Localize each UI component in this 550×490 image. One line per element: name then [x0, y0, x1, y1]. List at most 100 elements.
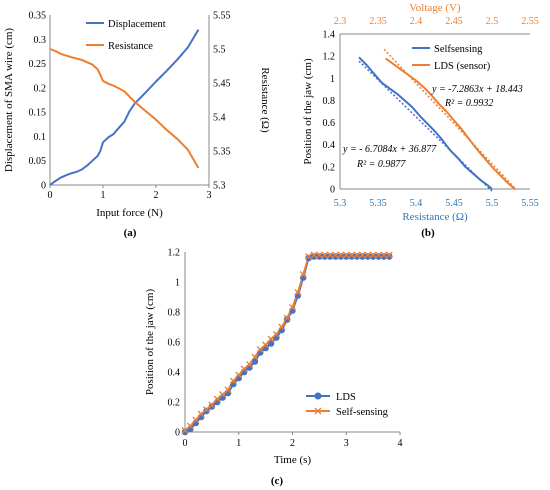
- trendline-equation-lds: y = -7.2863x + 18.443: [431, 84, 523, 95]
- x-axis-label: Input force (N): [96, 207, 163, 219]
- x-tick-label: 5.55: [521, 198, 539, 209]
- x-tick-label: 2: [154, 190, 159, 201]
- caption-a: (a): [124, 227, 137, 239]
- lds-point: [321, 253, 329, 260]
- lds-point: [305, 254, 312, 262]
- chart-b: 0 0.2 0.4 0.6 0.8 1 1.2 1.4 5.3 5.35 5.4 5.45 5.5 5.5…: [302, 2, 539, 239]
- y-right-tick-label: 5.5: [213, 45, 226, 56]
- self-sensing-point: [326, 251, 334, 259]
- lds-point: [251, 358, 259, 365]
- trendline-r2-self: R² = 0.9877: [356, 159, 406, 170]
- self-sensing-point: [283, 314, 291, 322]
- series-line-0: [184, 255, 390, 433]
- y-left-axis-label: Displacement of SMA wire (cm): [3, 28, 15, 173]
- y-tick-label: 1.2: [323, 52, 336, 63]
- x-tick-label: 4: [398, 438, 403, 449]
- legend-label: LDS (sensor): [434, 61, 491, 72]
- self-sensing-point: [353, 251, 361, 259]
- lds-point: [353, 253, 361, 260]
- self-sensing-point: [305, 253, 313, 260]
- y-tick-label: 1: [175, 278, 180, 289]
- self-sensing-point: [299, 271, 307, 278]
- y-left-tick-label: 0.25: [29, 59, 47, 70]
- self-sensing-point: [348, 251, 356, 259]
- y-tick-label: 0.6: [168, 338, 181, 349]
- y-tick-label: 0.2: [168, 398, 181, 409]
- y-left-tick-label: 0.1: [34, 132, 47, 143]
- x-tick-label: 3: [344, 438, 349, 449]
- x2-tick-label: 2.3: [334, 16, 347, 27]
- self-sensing-point: [262, 341, 270, 349]
- x-tick-label: 5.35: [369, 198, 387, 209]
- y-axis-label: Position of the jaw (cm): [302, 58, 314, 165]
- legend-marker: [314, 392, 322, 400]
- self-sensing-point: [310, 251, 318, 259]
- caption-c: (c): [271, 475, 284, 487]
- series-line-0: [358, 56, 493, 190]
- lds-point: [342, 253, 350, 260]
- self-sensing-point: [364, 251, 372, 259]
- series-line-1: [385, 57, 516, 190]
- trendline-r2-lds: R² = 0.9932: [444, 98, 493, 109]
- chart-c: 0 0.2 0.4 0.6 0.8 1 1.2 0 1 2 3 4 Time (s) Position o…: [144, 248, 403, 488]
- self-sensing-point: [294, 289, 302, 296]
- lds-point: [181, 428, 189, 436]
- legend-label: Resistance: [108, 41, 153, 52]
- y-left-tick-label: 0.3: [34, 35, 47, 46]
- y-tick-label: 1.4: [323, 30, 336, 41]
- lds-point: [380, 253, 388, 260]
- x2-tick-label: 2.35: [369, 16, 387, 27]
- x-tick-label: 0: [183, 438, 188, 449]
- x-tick-label: 0: [48, 190, 53, 201]
- x2-axis-label: Voltage (V): [409, 2, 461, 14]
- y-left-tick-label: 0.05: [29, 156, 47, 167]
- self-sensing-point: [342, 251, 350, 259]
- lds-point: [337, 253, 345, 260]
- self-sensing-point: [321, 251, 329, 259]
- x-tick-label: 1: [101, 190, 106, 201]
- trendline-0: [358, 60, 493, 192]
- self-sensing-point: [272, 331, 280, 338]
- x-tick-label: 3: [207, 190, 212, 201]
- y-tick-label: 0.6: [323, 118, 336, 129]
- lds-point: [359, 253, 366, 260]
- legend-label: LDS: [336, 392, 356, 403]
- x2-tick-label: 2.5: [486, 16, 499, 27]
- y-left-tick-label: 0.15: [29, 108, 47, 119]
- x2-tick-label: 2.55: [521, 16, 539, 27]
- lds-point: [283, 316, 291, 323]
- lds-point: [203, 407, 210, 415]
- self-sensing-point: [289, 304, 296, 311]
- x-tick-label: 5.4: [410, 198, 423, 209]
- lds-point: [364, 253, 372, 260]
- x2-tick-label: 2.45: [445, 16, 463, 27]
- self-sensing-point: [229, 377, 237, 385]
- x-tick-label: 5.5: [486, 198, 499, 209]
- self-sensing-point: [385, 251, 393, 259]
- lds-point: [375, 253, 382, 260]
- series-line-resistance: [49, 48, 200, 169]
- self-sensing-point: [246, 361, 253, 368]
- caption-b: (b): [421, 227, 435, 239]
- x2-tick-label: 2.4: [410, 16, 423, 27]
- y-tick-label: 0: [175, 428, 180, 439]
- legend-label: Self-sensing: [336, 407, 389, 418]
- legend-label: Selfsensing: [434, 44, 483, 55]
- lds-point: [267, 340, 275, 347]
- trendline-equation-self: y = - 6.7084x + 36.877: [342, 144, 437, 155]
- lds-point: [316, 253, 323, 260]
- y-left-tick-label: 0.2: [34, 83, 47, 94]
- x-axis-label: Time (s): [274, 454, 312, 466]
- y-left-tick-label: 0.35: [29, 11, 47, 22]
- legend-marker: [314, 407, 322, 415]
- lds-point: [369, 253, 377, 260]
- lds-point: [310, 253, 318, 260]
- y-tick-label: 1: [330, 74, 335, 85]
- legend-label: Displacement: [108, 19, 166, 30]
- y-right-tick-label: 5.35: [213, 147, 231, 158]
- series-line-displacement: [49, 29, 200, 186]
- y-left-tick-label: 0: [41, 181, 46, 192]
- lds-point: [326, 253, 334, 260]
- self-sensing-point: [337, 251, 345, 259]
